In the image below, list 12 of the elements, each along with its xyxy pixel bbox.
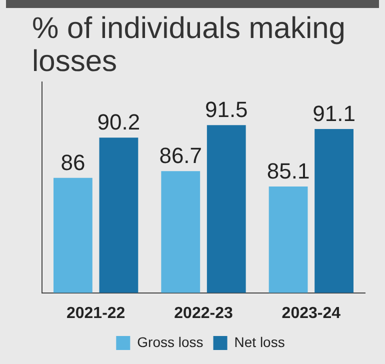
chart-title: % of individuals making losses [31,11,346,78]
legend-label: Net loss [234,334,285,350]
data-label: 86.7 [159,143,202,168]
data-label: 85.1 [266,158,310,184]
data-label: 90.2 [97,110,140,135]
legend-label: Gross loss [137,334,204,350]
data-label: 91.5 [204,97,248,122]
data-label: 86 [60,150,86,175]
x-tick-label: 2022-23 [174,304,233,322]
x-tick-label: 2021-22 [66,304,126,322]
data-label: 91.1 [312,101,356,126]
x-tick-label: 2023-24 [282,304,341,322]
